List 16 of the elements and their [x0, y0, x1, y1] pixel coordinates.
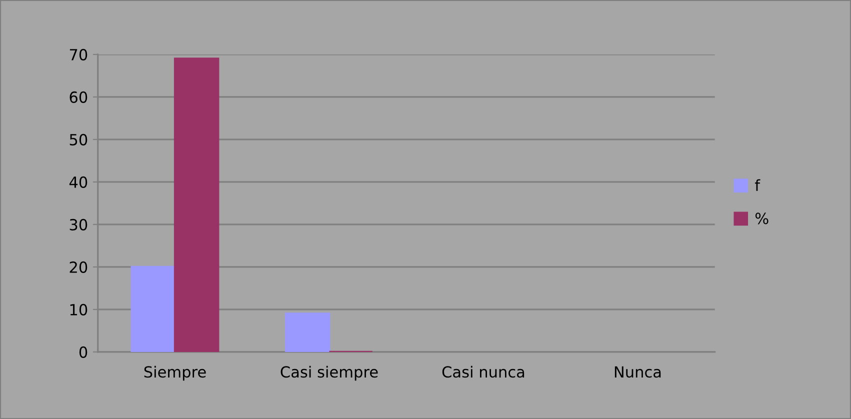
bar: [284, 312, 330, 352]
x-tick-label: Casi siempre: [280, 366, 378, 381]
y-tick-label: 0: [79, 346, 88, 358]
x-tick-label: Siempre: [144, 366, 206, 381]
y-tick-label: 10: [70, 304, 88, 316]
legend-label: %: [755, 212, 768, 224]
bar: [174, 58, 220, 352]
legend-label: f: [754, 179, 760, 191]
x-tick-label: Nunca: [614, 366, 661, 378]
y-tick-label: 30: [70, 218, 88, 230]
y-tick-label: 70: [70, 48, 88, 60]
y-tick-label: 40: [69, 176, 88, 188]
x-tick-label: Casi nunca: [442, 366, 524, 378]
y-tick-label: 20: [70, 261, 88, 273]
y-tick-label: 60: [70, 91, 88, 103]
y-tick-label: 50: [70, 134, 88, 146]
